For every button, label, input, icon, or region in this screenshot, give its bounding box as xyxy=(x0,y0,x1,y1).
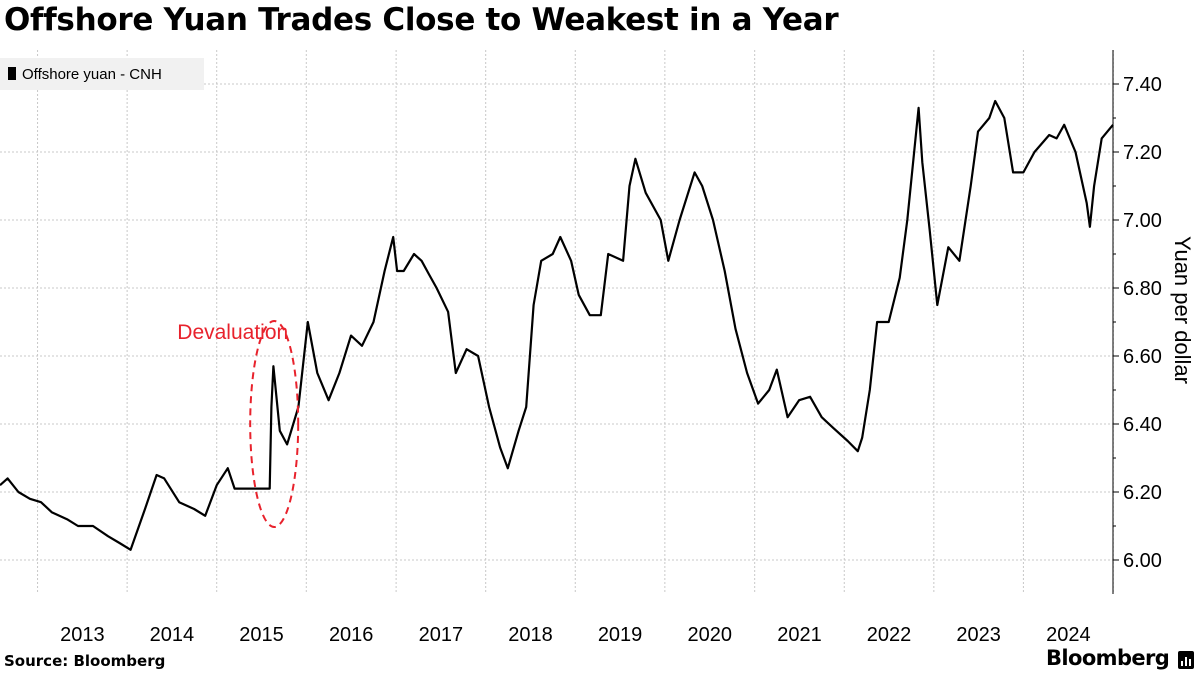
grid-y xyxy=(0,83,1113,561)
x-tick-label: 2017 xyxy=(419,624,464,646)
chart-title: Offshore Yuan Trades Close to Weakest in… xyxy=(4,2,839,38)
legend-label: Offshore yuan - CNH xyxy=(22,66,162,83)
x-tick-label: 2014 xyxy=(150,624,195,646)
series-line xyxy=(0,99,1114,551)
legend-swatch xyxy=(8,67,16,80)
x-tick-label: 2015 xyxy=(239,624,284,646)
y-tick-label: 6.20 xyxy=(1123,482,1162,504)
annotation-label: Devaluation xyxy=(177,321,288,344)
chart-icon xyxy=(1178,651,1194,669)
x-tick-label: 2023 xyxy=(956,624,1001,646)
x-tick-label: 2013 xyxy=(60,624,105,646)
y-tick-label: 7.20 xyxy=(1123,142,1162,164)
y-tick-label: 7.00 xyxy=(1123,210,1162,232)
y-axis: 6.00 6.20 6.40 6.60 6.80 7.00 7.20 7.40 xyxy=(1112,50,1162,594)
y-tick-label: 6.40 xyxy=(1123,414,1162,436)
legend: Offshore yuan - CNH xyxy=(0,58,204,90)
x-tick-label: 2016 xyxy=(329,624,374,646)
y-axis-label: Yuan per dollar xyxy=(1170,236,1195,384)
x-axis: 2013 2014 2015 2016 2017 2018 2019 2020 2021 2022… xyxy=(60,624,1090,646)
x-tick-label: 2022 xyxy=(867,624,912,646)
y-tick-label: 7.40 xyxy=(1123,74,1162,96)
x-tick-label: 2024 xyxy=(1046,624,1091,646)
y-tick-label: 6.80 xyxy=(1123,278,1162,300)
y-tick-label: 6.60 xyxy=(1123,346,1162,368)
x-tick-label: 2020 xyxy=(688,624,733,646)
bloomberg-logo: Bloomberg xyxy=(1046,646,1170,670)
x-tick-label: 2018 xyxy=(508,624,553,646)
devaluation-ellipse xyxy=(249,320,300,528)
plot-area xyxy=(0,99,1114,551)
source-note: Source: Bloomberg xyxy=(4,652,166,670)
x-tick-label: 2021 xyxy=(777,624,822,646)
x-tick-label: 2019 xyxy=(598,624,643,646)
devaluation-annotation: Devaluation xyxy=(177,320,300,528)
y-tick-label: 6.00 xyxy=(1123,550,1162,572)
